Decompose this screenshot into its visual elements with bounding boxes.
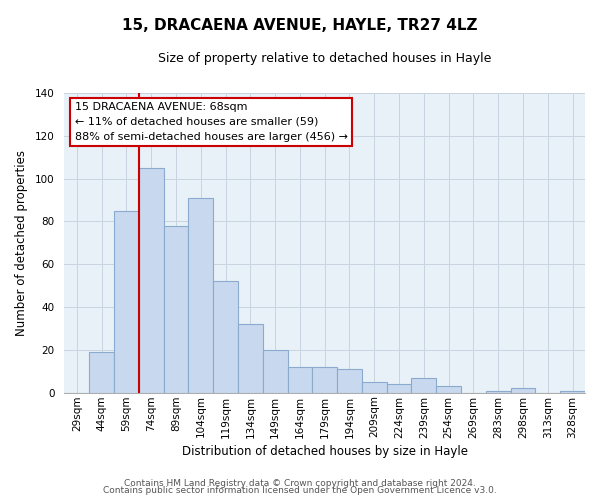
Bar [287, 367, 313, 392]
Bar [164, 226, 188, 392]
Title: Size of property relative to detached houses in Hayle: Size of property relative to detached ho… [158, 52, 491, 66]
Bar [412, 378, 436, 392]
Bar [511, 388, 535, 392]
Bar [362, 382, 386, 392]
Bar [188, 198, 213, 392]
X-axis label: Distribution of detached houses by size in Hayle: Distribution of detached houses by size … [182, 444, 468, 458]
Text: 15, DRACAENA AVENUE, HAYLE, TR27 4LZ: 15, DRACAENA AVENUE, HAYLE, TR27 4LZ [122, 18, 478, 32]
Bar [238, 324, 263, 392]
Bar [213, 282, 238, 393]
Y-axis label: Number of detached properties: Number of detached properties [15, 150, 28, 336]
Bar [436, 386, 461, 392]
Bar [560, 390, 585, 392]
Text: 15 DRACAENA AVENUE: 68sqm
← 11% of detached houses are smaller (59)
88% of semi-: 15 DRACAENA AVENUE: 68sqm ← 11% of detac… [75, 102, 348, 142]
Text: Contains public sector information licensed under the Open Government Licence v3: Contains public sector information licen… [103, 486, 497, 495]
Bar [313, 367, 337, 392]
Bar [114, 211, 139, 392]
Bar [386, 384, 412, 392]
Bar [337, 369, 362, 392]
Bar [486, 390, 511, 392]
Text: Contains HM Land Registry data © Crown copyright and database right 2024.: Contains HM Land Registry data © Crown c… [124, 478, 476, 488]
Bar [89, 352, 114, 393]
Bar [139, 168, 164, 392]
Bar [263, 350, 287, 393]
